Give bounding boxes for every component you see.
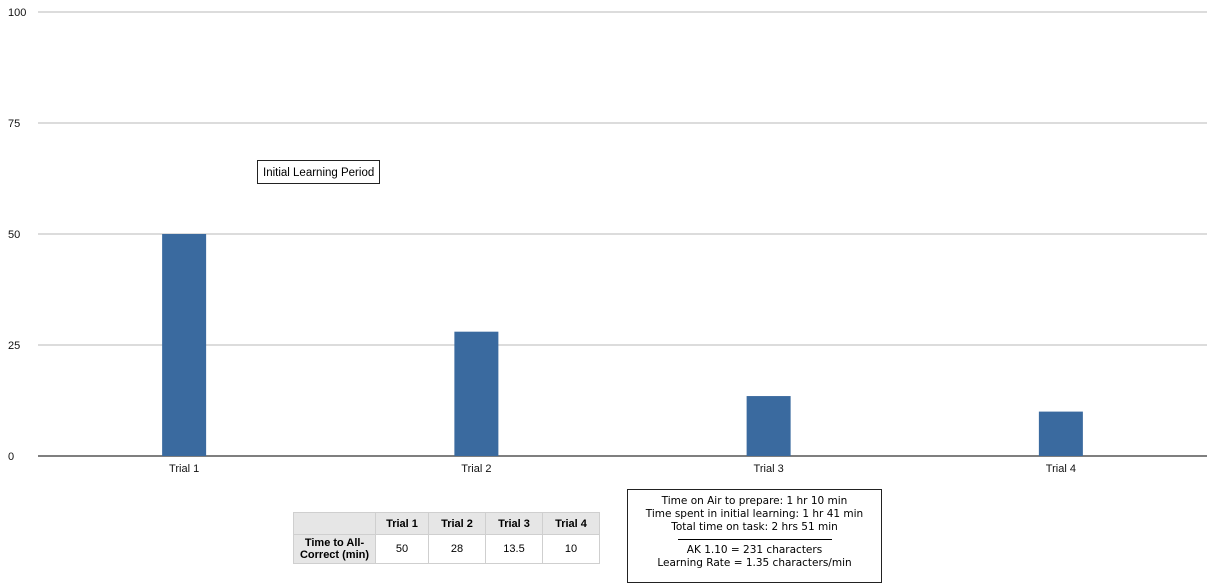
x-tick-label: Trial 2 [461, 463, 491, 475]
bars [162, 234, 1083, 456]
bar [454, 331, 499, 456]
x-axis-ticks: Trial 1 Trial 2 Trial 3 Trial 4 [169, 463, 1076, 475]
info-line-ak-characters: AK 1.10 = 231 characters [686, 544, 823, 556]
table-header-cell: Trial 4 [542, 512, 600, 535]
info-line-learning-rate: Learning Rate = 1.35 characters/min [657, 557, 852, 569]
y-tick-label: 50 [8, 229, 20, 241]
table-header-cell: Trial 2 [428, 512, 486, 535]
table-row-label: Time to All-Correct (min) [293, 534, 376, 564]
table-header-cell: Trial 3 [485, 512, 543, 535]
data-table: Trial 1 Trial 2 Trial 3 Trial 4 Time to … [293, 512, 600, 564]
bar [162, 234, 207, 456]
y-tick-label: 25 [8, 340, 20, 352]
table-cell: 10 [542, 534, 600, 564]
info-line-total-time: Total time on task: 2 hrs 51 min [671, 521, 838, 533]
table-cell: 50 [375, 534, 429, 564]
y-tick-label: 100 [8, 7, 26, 19]
gridlines [38, 11, 1207, 457]
x-tick-label: Trial 4 [1046, 463, 1076, 475]
bar [746, 396, 791, 456]
table-cell: 28 [428, 534, 486, 564]
x-tick-label: Trial 1 [169, 463, 199, 475]
initial-learning-period-annotation: Initial Learning Period [257, 160, 381, 184]
x-tick-label: Trial 3 [754, 463, 784, 475]
y-tick-label: 75 [8, 118, 20, 130]
info-divider [677, 539, 832, 540]
table-header-cell: Trial 1 [375, 512, 429, 535]
table-row: Time to All-Correct (min) 50 28 13.5 10 [293, 534, 600, 564]
summary-info-box: Time on Air to prepare: 1 hr 10 min Time… [627, 489, 882, 583]
y-axis-ticks: 0 25 50 75 100 [8, 7, 26, 463]
y-tick-label: 0 [8, 451, 14, 463]
bar-chart: 0 25 50 75 100 Trial 1 Trial 2 Trial 3 Trial 4 [8, 7, 1207, 475]
info-line-learning-time: Time spent in initial learning: 1 hr 41 … [645, 508, 864, 520]
table-cell: 13.5 [485, 534, 543, 564]
table-header-row: Trial 1 Trial 2 Trial 3 Trial 4 [293, 512, 600, 535]
info-line-prepare-time: Time on Air to prepare: 1 hr 10 min [661, 495, 848, 507]
table-corner-cell [293, 512, 376, 535]
bar [1038, 411, 1083, 456]
